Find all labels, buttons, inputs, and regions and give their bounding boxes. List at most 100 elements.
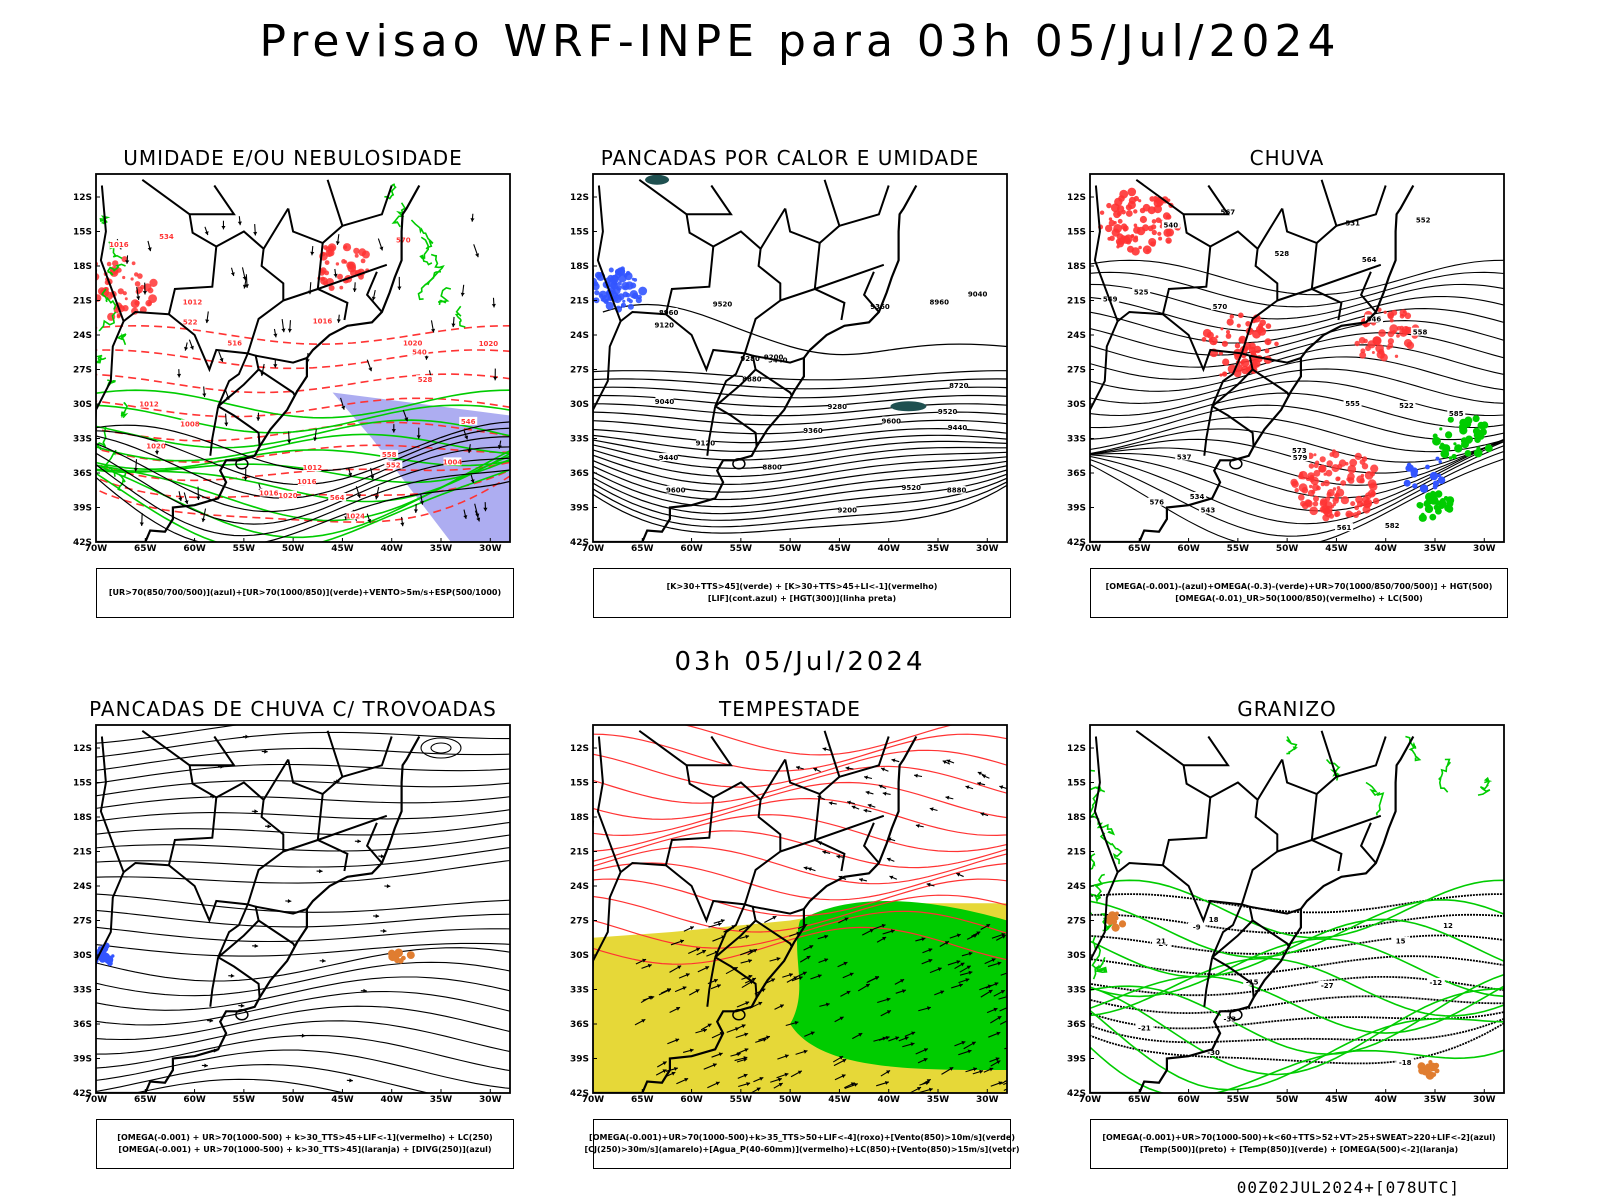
wind-vector-head [391, 429, 396, 433]
contour-label-bg [655, 396, 674, 405]
geopotential-contour [1090, 438, 1504, 486]
state-border [1211, 956, 1255, 998]
wind-vector-head [424, 356, 429, 360]
state-border [141, 178, 248, 373]
wind-vector-head [914, 773, 918, 778]
pressure-contour [96, 442, 510, 513]
flow-arrow-head [380, 854, 385, 859]
rain-area [1223, 371, 1227, 376]
lat-tick-label: 24S [73, 331, 92, 341]
contour-label: 1008 [180, 420, 200, 428]
pressure-contour [96, 476, 510, 542]
contour-label: 540 [412, 349, 427, 357]
wind-vector-head [937, 967, 942, 972]
contour-label-bg [1335, 523, 1354, 532]
height-contour [593, 484, 1007, 534]
contour-label-bg [109, 240, 128, 249]
lon-tick-label: 30W [1473, 544, 1496, 554]
state-border [714, 956, 758, 998]
geopotential-contour [1090, 458, 1504, 542]
height-contour [593, 444, 1007, 469]
heavy-rain-area [1454, 444, 1463, 453]
heavy-rain-area [1441, 444, 1451, 453]
condensation-level-contour [593, 830, 1007, 869]
contour-label: 570 [396, 236, 411, 244]
legend-tempestade: [OMEGA(-0.001)+UR>70(1000-500)+k>35_TTS>… [584, 1119, 1020, 1169]
wind-vector-head [705, 966, 710, 970]
state-border [638, 178, 745, 373]
omega-area [1432, 480, 1439, 487]
state-border [1276, 838, 1343, 872]
contour-label-bg [1396, 1058, 1415, 1067]
temp850-contour [1090, 898, 1504, 959]
wind-vector [999, 1007, 1007, 1012]
wind-vector-head [798, 976, 803, 980]
wind-vector-head [778, 1083, 783, 1087]
contour-label-bg [1243, 977, 1262, 986]
streamline [96, 763, 510, 784]
contour-label-bg [1204, 1047, 1223, 1056]
rain-area [1240, 358, 1250, 367]
rain-area [1309, 484, 1313, 489]
temp850-contour [1090, 918, 1504, 978]
wind-vector-head [695, 989, 700, 993]
rain-area [1208, 338, 1213, 343]
rain-area [1313, 469, 1321, 477]
heavy-rain-area [1439, 427, 1443, 431]
state-border [593, 310, 666, 430]
wind-vector-head [752, 977, 756, 982]
rain-area [1311, 489, 1316, 494]
heavy-rain-area [1451, 453, 1457, 460]
wind-vector-head [677, 965, 682, 970]
lat-tick-label: 42S [1067, 1089, 1086, 1099]
wind-vector-head [910, 1042, 915, 1047]
wind-vector-head [139, 522, 144, 526]
rain-area [1321, 505, 1330, 514]
state-border [1359, 822, 1377, 864]
thickness-contour [96, 349, 510, 370]
humidity-cell [131, 261, 136, 266]
contour-label-bg [443, 457, 462, 466]
contour-label-bg [403, 338, 422, 347]
state-border [1276, 287, 1343, 321]
geopotential-contour [1090, 404, 1504, 441]
omega-area [1435, 456, 1440, 461]
legend-line: [UR>70(850/700/500)](azul)+[UR>70(1000/8… [108, 588, 502, 597]
contour-label: 9040 [968, 291, 988, 299]
contour-label-bg [882, 416, 901, 425]
rain-area [1318, 465, 1326, 473]
convection-cell [645, 174, 670, 185]
geopotential-contour [1090, 439, 1504, 499]
rain-area [1359, 351, 1367, 359]
lat-tick-label: 12S [1067, 193, 1086, 203]
wind-vector-head [707, 1023, 712, 1028]
lifted-index-contour [593, 277, 597, 285]
contour-label-bg [713, 299, 732, 308]
lat-tick-label: 15S [73, 779, 92, 789]
state-border [1249, 354, 1302, 364]
contour-label-bg [297, 477, 316, 486]
rain-area [1117, 218, 1123, 224]
lat-tick-label: 39S [73, 504, 92, 514]
lat-tick-label: 24S [570, 331, 589, 341]
flow-arrow-head [264, 749, 268, 754]
wind-vector-head [859, 877, 863, 882]
map-content [593, 725, 1007, 1093]
wind-vector-head [333, 273, 338, 278]
rain-area [1313, 495, 1319, 502]
wind-vector-head [642, 958, 647, 963]
condensation-level-contour [593, 862, 1007, 901]
wind-vector-head [689, 1048, 694, 1053]
rain-area [1356, 475, 1365, 484]
heavy-rain-area [1446, 496, 1455, 505]
rain-area [1245, 321, 1251, 327]
heavy-rain-area [1486, 445, 1493, 452]
wind-vector-head [982, 774, 986, 779]
rain-area [1265, 323, 1272, 329]
legend-granizo: [OMEGA(-0.001)+UR>70(1000-500)+k<60+TTS>… [1090, 1119, 1508, 1169]
temp850-contour [1090, 938, 1504, 998]
lat-tick-label: 15S [73, 228, 92, 238]
state-border [96, 861, 169, 981]
contour-label-bg [1291, 453, 1310, 462]
flow-arrow-head [209, 1018, 214, 1023]
